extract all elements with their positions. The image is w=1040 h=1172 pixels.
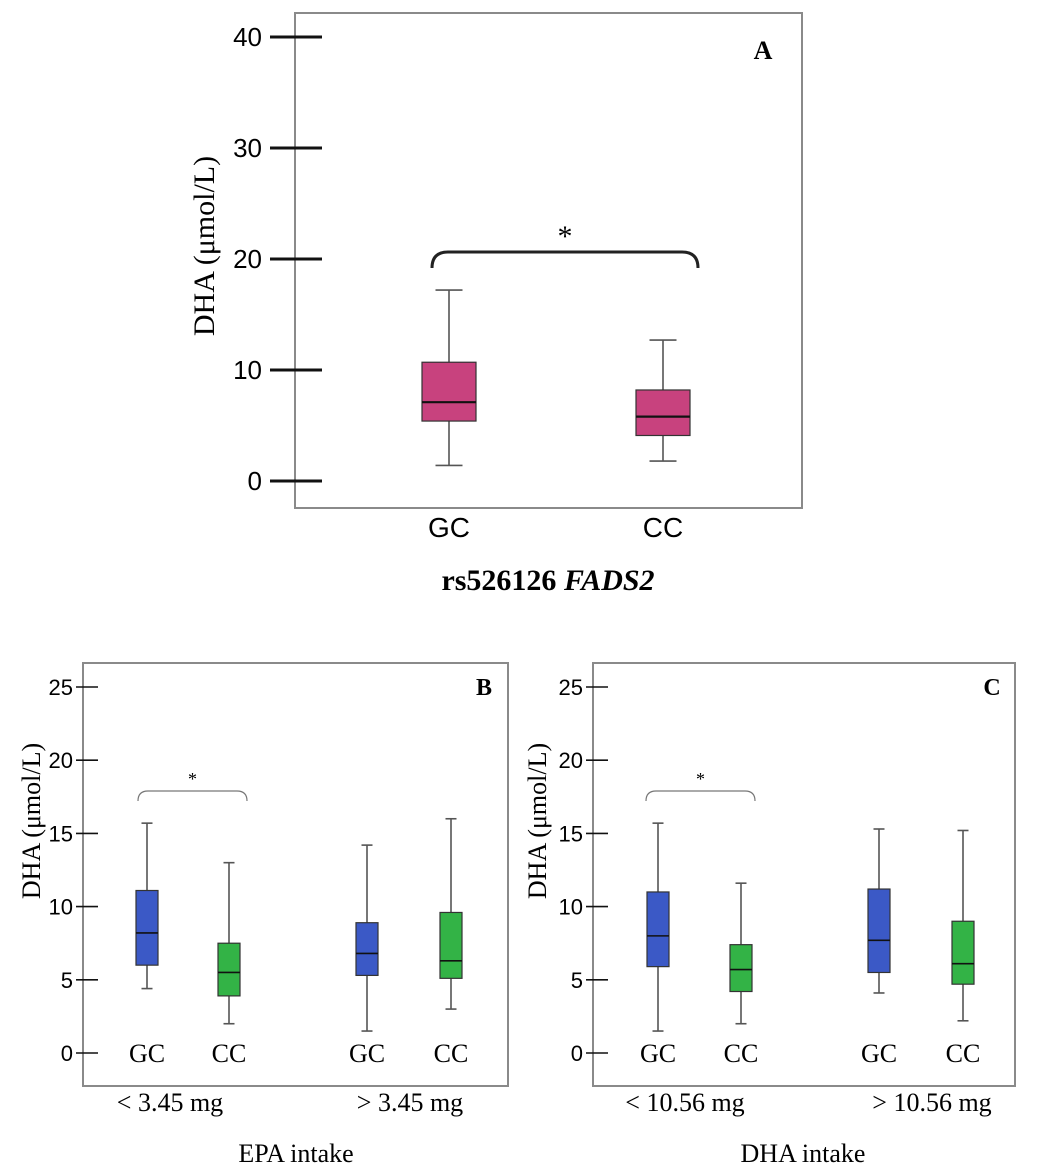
panel-b-box-low-cc-label: CC: [212, 1039, 247, 1068]
panel-b-frame: [82, 662, 509, 1087]
panel-a-box-gc-iqr-box: [421, 361, 477, 422]
panel-c-frame: [592, 662, 1016, 1087]
panel-c-letter: C: [983, 675, 1000, 701]
panel-b-x-axis-label: EPA intake: [238, 1139, 353, 1168]
panel-c-y-tick-label-0: 0: [571, 1041, 583, 1066]
panel-a: A 0 10 20 30 40 GC CC * DHA (μmol/L) rs526126…: [188, 12, 803, 597]
panel-c-box-high-gc: [867, 828, 891, 994]
panel-c-category-labels: GC CC GC CC: [640, 1039, 980, 1068]
panel-b-significance: *: [137, 769, 248, 802]
panel-c-group-labels: < 10.56 mg > 10.56 mg: [625, 1088, 991, 1117]
panel-c-y-axis-label: DHA (μmol/L): [523, 743, 552, 899]
panel-b-y-axis: 0 5 10 15 20 25: [49, 675, 98, 1066]
panel-c-significance-asterisk: *: [696, 769, 705, 789]
panel-a-box-gc: [421, 289, 477, 467]
panel-a-frame: [294, 12, 803, 509]
panel-c-box-low-cc: [729, 882, 753, 1025]
panel-a-y-tick-label-0: 0: [248, 466, 262, 496]
panel-a-y-axis-label: DHA (μmol/L): [188, 156, 221, 336]
panel-b-box-high-cc-iqr-box: [439, 911, 463, 979]
panel-b-letter: B: [476, 675, 492, 701]
panel-a-y-axis: 0 10 20 30 40: [233, 22, 322, 496]
panel-c-y-tick-label-15: 15: [559, 821, 583, 846]
panel-c-y-tick-label-10: 10: [559, 895, 583, 920]
panel-c-y-tick-label-25: 25: [559, 675, 583, 700]
panel-b-y-tick-label-10: 10: [49, 895, 73, 920]
panel-c-boxes: [646, 822, 975, 1032]
panel-b-significance-bracket: [137, 790, 248, 802]
panel-b-box-high-gc: [355, 844, 379, 1032]
panel-c-box-high-gc-iqr-box: [867, 888, 891, 974]
panel-a-letter: A: [754, 36, 773, 65]
panel-a-category-cc: CC: [643, 512, 683, 543]
panel-b-box-low-cc: [217, 861, 241, 1025]
panel-a-box-cc: [635, 339, 691, 462]
panel-a-x-axis-label: rs526126 FADS2: [441, 564, 654, 597]
panel-c-box-high-cc-iqr-box: [951, 920, 975, 985]
panel-a-y-tick-label-10: 10: [233, 355, 262, 385]
panel-b-box-high-cc: [439, 817, 463, 1010]
panel-b-y-tick-label-15: 15: [49, 821, 73, 846]
panel-c-y-tick-label-5: 5: [571, 968, 583, 993]
panel-b-box-low-gc-label: GC: [129, 1039, 165, 1068]
panel-b-y-tick-label-0: 0: [61, 1041, 73, 1066]
panel-c-box-high-cc: [951, 829, 975, 1022]
panel-b-group-label-low: < 3.45 mg: [117, 1088, 223, 1117]
panel-c-box-high-cc-label: CC: [946, 1039, 981, 1068]
panel-a-y-tick-label-30: 30: [233, 133, 262, 163]
panel-b-y-tick-label-5: 5: [61, 968, 73, 993]
panel-c-group-label-high: > 10.56 mg: [872, 1088, 991, 1117]
panel-b-boxes: [135, 817, 463, 1032]
panel-b-box-low-gc-iqr-box: [135, 889, 159, 966]
panel-c-significance-bracket: [645, 790, 756, 802]
panel-a-significance: *: [430, 220, 700, 269]
panel-a-significance-asterisk: *: [558, 220, 573, 253]
panel-b-y-axis-label: DHA (μmol/L): [17, 743, 46, 899]
panel-b-y-tick-label-25: 25: [49, 675, 73, 700]
panel-c-y-axis: 0 5 10 15 20 25: [559, 675, 608, 1066]
panel-a-category-gc: GC: [428, 512, 470, 543]
panel-b: B 0 5 10 15 20 25 GC CC GC CC * < 3.45 mg > 3.45 …: [17, 662, 509, 1168]
panel-c-y-tick-label-20: 20: [559, 748, 583, 773]
panel-b-box-high-gc-label: GC: [349, 1039, 385, 1068]
panel-a-box-cc-iqr-box: [635, 389, 691, 437]
panel-c-x-axis-label: DHA intake: [741, 1139, 866, 1168]
panel-b-box-low-cc-iqr-box: [217, 942, 241, 997]
panel-b-group-labels: < 3.45 mg > 3.45 mg: [117, 1088, 463, 1117]
panel-c-box-low-cc-label: CC: [724, 1039, 759, 1068]
panel-b-significance-asterisk: *: [188, 769, 197, 789]
panel-b-category-labels: GC CC GC CC: [129, 1039, 468, 1068]
panel-a-y-tick-label-20: 20: [233, 244, 262, 274]
panel-b-y-tick-label-20: 20: [49, 748, 73, 773]
panel-c-group-label-low: < 10.56 mg: [625, 1088, 744, 1117]
panel-c-box-high-gc-label: GC: [861, 1039, 897, 1068]
panel-b-box-high-gc-iqr-box: [355, 922, 379, 977]
panel-a-y-tick-label-40: 40: [233, 22, 262, 52]
panel-b-box-low-gc: [135, 822, 159, 990]
panel-c-box-low-gc-label: GC: [640, 1039, 676, 1068]
panel-c-box-low-gc: [646, 822, 670, 1032]
panel-b-box-high-cc-label: CC: [434, 1039, 469, 1068]
panel-c-box-low-cc-iqr-box: [729, 944, 753, 993]
panel-c-box-low-gc-iqr-box: [646, 891, 670, 968]
panel-c-significance: *: [645, 769, 756, 802]
panel-a-boxes: [421, 289, 691, 467]
panel-b-group-label-high: > 3.45 mg: [357, 1088, 463, 1117]
panel-a-significance-bracket: [430, 250, 700, 269]
panel-a-category-labels: GC CC: [428, 512, 683, 543]
panel-c: C 0 5 10 15 20 25 GC CC GC CC * < 10.56 mg > 10.5…: [523, 662, 1016, 1168]
